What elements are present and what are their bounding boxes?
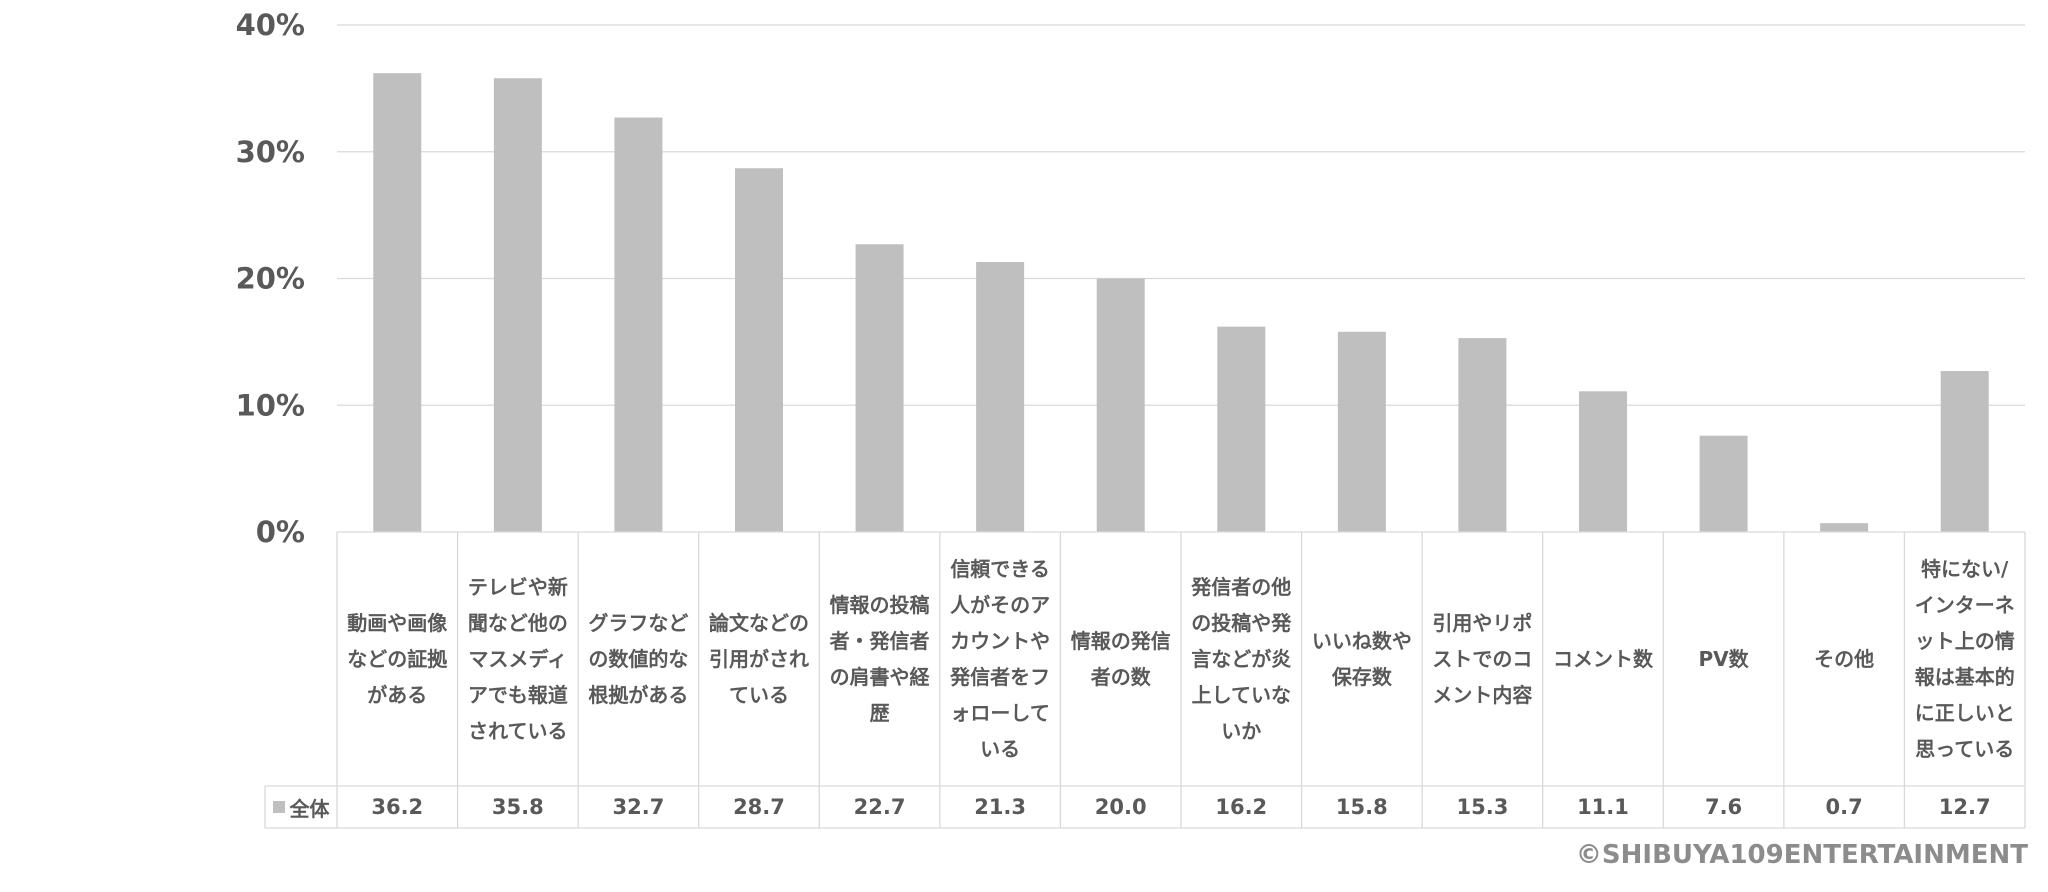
- bar: [614, 117, 663, 532]
- y-tick-label: 0%: [256, 515, 305, 549]
- bar: [1096, 278, 1145, 532]
- x-category-label: 信頼できる人がそのアカウントや発信者をフォローしている: [950, 557, 1051, 761]
- data-table-value: 12.7: [1938, 795, 1991, 819]
- bar: [1940, 371, 1989, 532]
- data-table-value: 22.7: [853, 795, 906, 819]
- bar: [855, 244, 904, 532]
- legend-swatch: [272, 801, 285, 813]
- data-table-value: 15.8: [1335, 795, 1388, 819]
- y-tick-label: 10%: [236, 388, 305, 422]
- data-table-value: 28.7: [733, 795, 785, 819]
- bar: [1820, 523, 1869, 532]
- bar: [493, 78, 542, 533]
- data-table-value: 21.3: [974, 795, 1027, 819]
- x-category-label: テレビや新聞など他のマスメディアでも報道されている: [467, 575, 568, 743]
- data-table-value: 15.3: [1456, 795, 1509, 819]
- data-table-value: 35.8: [491, 795, 544, 819]
- bar: [1217, 326, 1266, 532]
- bar: [373, 73, 422, 532]
- data-table-value: 16.2: [1215, 795, 1268, 819]
- data-table-value: 32.7: [612, 795, 665, 819]
- x-category-label: その他: [1814, 647, 1875, 671]
- y-tick-label: 20%: [236, 262, 305, 296]
- data-table-value: 36.2: [371, 795, 424, 819]
- series-name: 全体: [289, 796, 330, 821]
- x-category-label: グラフなどの数値的な根拠がある: [588, 611, 689, 707]
- data-table-series-label: 全体: [265, 786, 337, 828]
- x-category-label: 情報の発信者の数: [1070, 629, 1171, 689]
- bar: [976, 262, 1025, 532]
- x-category-label: 引用やリポストでのコメント内容: [1432, 611, 1533, 707]
- bar: [1458, 338, 1507, 532]
- data-table-value: 11.1: [1577, 795, 1629, 819]
- bar: [1579, 391, 1627, 532]
- x-category-label: 特にない/インターネット上の情報は基本的に正しいと思っている: [1914, 557, 2015, 761]
- data-table-value: 7.6: [1704, 795, 1743, 819]
- copyright-text: ©SHIBUYA109ENTERTAINMENT: [1575, 840, 2028, 870]
- x-category-label: 発信者の他の投稿や発言などが炎上していないか: [1191, 575, 1292, 743]
- bar: [1337, 331, 1386, 532]
- y-tick-label: 40%: [236, 8, 305, 42]
- y-tick-label: 30%: [236, 135, 305, 169]
- x-category-label: コメント数: [1552, 647, 1653, 671]
- x-category-label: 論文などの引用がされている: [708, 611, 809, 707]
- data-table-value: 0.7: [1825, 795, 1863, 819]
- x-category-label: PV数: [1698, 647, 1749, 671]
- x-category-label: いいね数や保存数: [1311, 629, 1412, 689]
- x-category-label: 情報の投稿者・発信者の肩書や経歴: [829, 593, 930, 725]
- x-category-label: 動画や画像などの証拠がある: [347, 611, 448, 707]
- data-table-value: 20.0: [1094, 795, 1147, 819]
- bar: [735, 168, 783, 533]
- bar: [1699, 435, 1748, 532]
